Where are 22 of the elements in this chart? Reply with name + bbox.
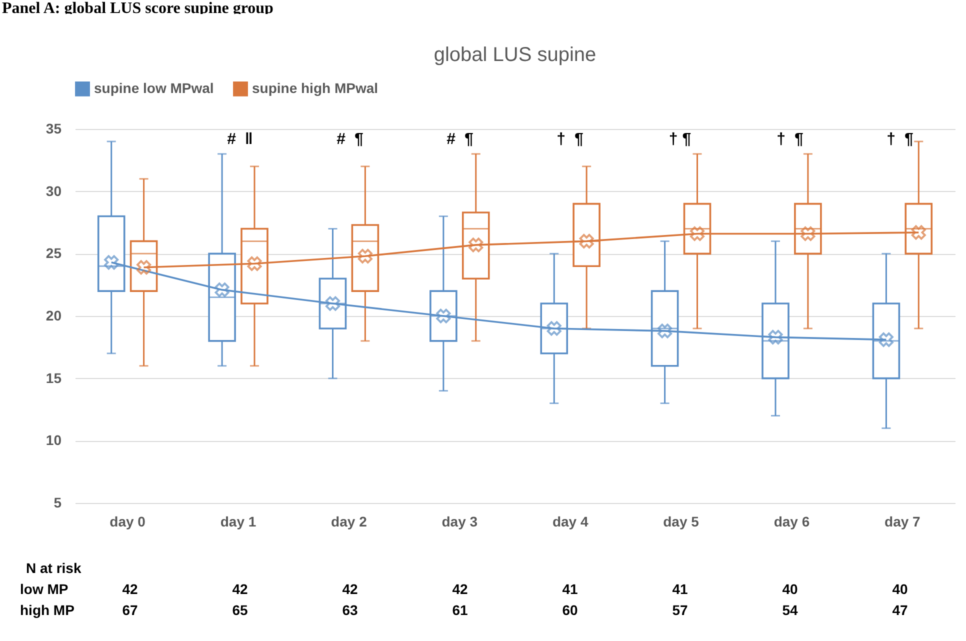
y-tick-label: 15: [46, 370, 62, 386]
legend-label: supine high MPwal: [252, 80, 378, 96]
y-tick-label: 10: [46, 432, 62, 448]
x-tick-label: day 3: [442, 514, 478, 530]
y-tick-label: 5: [54, 494, 62, 510]
y-tick-label: 25: [46, 245, 62, 262]
x-tick-label: day 1: [220, 514, 256, 530]
text: high MP 67 65 63 61 60 57 54 47: [20, 602, 908, 618]
x-tick-label: day 0: [110, 514, 146, 530]
y-tick-label: 35: [46, 120, 62, 136]
x-tick-label: day 5: [663, 514, 700, 530]
text: low MP 42 42 42 42 41 41 40 40: [20, 581, 908, 597]
x-tick-label: day 2: [331, 514, 368, 530]
legend-label: supine low MPwal: [94, 80, 214, 96]
text: N at risk: [26, 560, 82, 576]
x-tick-label: day 4: [552, 514, 588, 530]
x-tick-label: day 7: [884, 514, 921, 530]
y-tick-label: 20: [46, 308, 62, 324]
text: # ‖ # ¶ # ¶ † ¶ † ¶ † ¶ † ¶: [227, 131, 914, 148]
y-tick-label: 30: [46, 182, 62, 199]
chart-title: global LUS supine: [434, 44, 596, 66]
x-tick-label: day 6: [774, 514, 810, 530]
